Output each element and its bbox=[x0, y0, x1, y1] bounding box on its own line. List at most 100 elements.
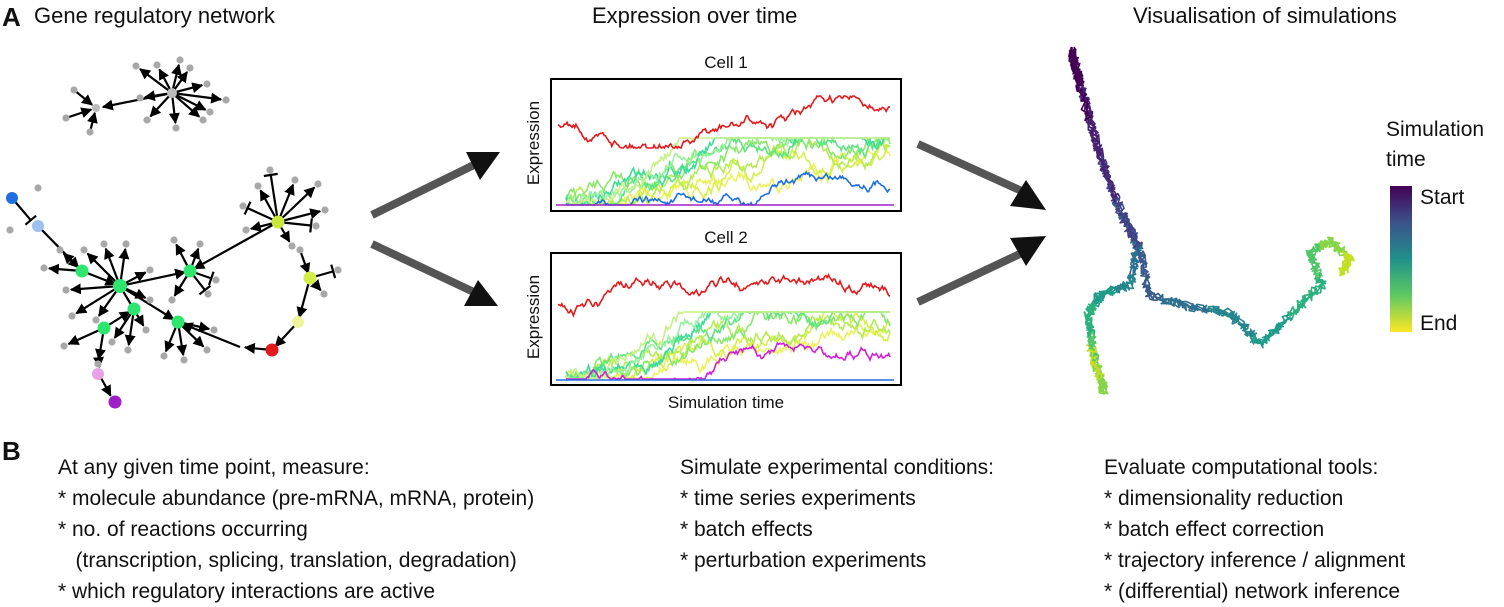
trajectory-segment bbox=[1084, 98, 1094, 124]
trajectory-segment bbox=[1288, 304, 1299, 319]
simulate-header: Simulate experimental conditions: bbox=[680, 456, 994, 479]
panel-a-letter: A bbox=[2, 2, 21, 32]
network-edge bbox=[37, 225, 80, 269]
trajectory-segment bbox=[1130, 252, 1140, 266]
network-edge bbox=[119, 285, 175, 321]
network-edge bbox=[298, 249, 311, 275]
network-node bbox=[288, 242, 296, 250]
trajectory-segment bbox=[1314, 273, 1327, 285]
evaluate-item: * batch effect correction bbox=[1104, 518, 1325, 541]
network-edge bbox=[139, 68, 173, 94]
trajectory-segment bbox=[1187, 303, 1205, 310]
trajectory-segment bbox=[1107, 183, 1119, 202]
trajectory-segment bbox=[1216, 309, 1234, 317]
network-node bbox=[153, 61, 161, 69]
trajectory-segment bbox=[1091, 135, 1103, 158]
legend-end: End bbox=[1420, 312, 1458, 335]
network-node bbox=[34, 184, 42, 192]
network-node bbox=[320, 290, 328, 298]
network-edge bbox=[269, 174, 280, 223]
trajectory-segment bbox=[1333, 242, 1342, 251]
network-node bbox=[312, 222, 320, 230]
network-edge bbox=[75, 285, 121, 315]
legend-start: Start bbox=[1420, 186, 1465, 209]
trajectory-segment bbox=[1241, 328, 1256, 338]
network-node bbox=[122, 240, 130, 248]
network-node bbox=[314, 180, 322, 188]
trajectory-segment bbox=[1139, 254, 1148, 268]
trajectory-segment bbox=[1110, 184, 1118, 205]
inhibition-bar bbox=[309, 218, 313, 233]
trajectory-segment bbox=[1131, 235, 1143, 249]
trajectory-segment bbox=[1084, 99, 1094, 120]
network-edge bbox=[99, 375, 112, 397]
evaluate-item: * dimensionality reduction bbox=[1104, 487, 1344, 510]
trajectory-segment bbox=[1098, 378, 1108, 393]
simulate-item: * time series experiments bbox=[680, 487, 916, 510]
network-title: Gene regulatory network bbox=[34, 3, 275, 28]
cell2-ylabel: Expression bbox=[524, 274, 543, 360]
network-node bbox=[100, 240, 108, 248]
flow-arrow-to-cell2 bbox=[370, 240, 498, 306]
network-node bbox=[183, 264, 197, 278]
gene-regulatory-network bbox=[6, 56, 342, 409]
network-node bbox=[97, 321, 111, 335]
trajectory-segment bbox=[1195, 304, 1210, 312]
network-node bbox=[92, 316, 100, 324]
network-node bbox=[142, 326, 150, 334]
trajectory-segment bbox=[1136, 241, 1146, 258]
trajectory-plot bbox=[1068, 46, 1355, 395]
trajectory-segment bbox=[1145, 292, 1162, 301]
network-edge bbox=[277, 186, 316, 223]
evaluate-header: Evaluate computational tools: bbox=[1104, 456, 1379, 479]
network-node bbox=[113, 279, 127, 293]
network-node bbox=[136, 94, 144, 102]
trajectory-segment bbox=[1110, 284, 1126, 294]
trajectory-segment bbox=[1328, 236, 1337, 249]
measure-item: * molecule abundance (pre-mRNA, mRNA, pr… bbox=[58, 487, 535, 510]
network-edge bbox=[171, 82, 204, 95]
expression-trace bbox=[565, 136, 890, 206]
network-node bbox=[68, 312, 76, 320]
network-edge bbox=[193, 221, 279, 270]
network-node bbox=[146, 296, 154, 304]
trajectory-segment bbox=[1188, 303, 1199, 313]
network-node bbox=[124, 346, 132, 354]
network-node bbox=[108, 395, 122, 409]
network-node bbox=[265, 343, 279, 357]
network-node bbox=[199, 116, 207, 124]
x-axis-label: Simulation time bbox=[667, 393, 785, 412]
network-node bbox=[60, 342, 68, 350]
expression-trace bbox=[565, 137, 890, 205]
network-node bbox=[32, 220, 44, 232]
inhibition-bar bbox=[330, 264, 337, 279]
trajectory-segment bbox=[1094, 362, 1103, 374]
network-node bbox=[180, 356, 188, 364]
network-node bbox=[80, 246, 88, 254]
network-node bbox=[239, 202, 247, 210]
trajectory-segment bbox=[1091, 139, 1103, 160]
trajectory-segment bbox=[1241, 324, 1256, 338]
trajectory-segment bbox=[1075, 85, 1088, 102]
trajectory-segment bbox=[1302, 291, 1318, 298]
network-edge bbox=[296, 277, 312, 319]
network-node bbox=[70, 86, 78, 94]
trajectory-segment bbox=[1274, 323, 1285, 335]
cell2-plot bbox=[550, 252, 902, 386]
measure-item: * which regulatory interactions are acti… bbox=[58, 580, 436, 603]
trajectory-segment bbox=[1279, 317, 1294, 324]
trajectory-segment bbox=[1310, 285, 1323, 295]
network-node bbox=[196, 240, 204, 248]
expression-trace bbox=[565, 136, 891, 200]
trajectory-segment bbox=[1085, 321, 1096, 338]
network-node bbox=[321, 206, 329, 214]
network-node bbox=[6, 226, 14, 234]
network-node bbox=[222, 96, 230, 104]
trajectory-segment bbox=[1258, 333, 1269, 347]
network-node bbox=[92, 104, 100, 112]
trajectory-segment bbox=[1226, 310, 1240, 320]
network-node bbox=[40, 264, 48, 272]
expression-trace bbox=[557, 273, 891, 318]
expression-trace bbox=[557, 93, 891, 150]
viridis-colorbar bbox=[1390, 186, 1412, 332]
